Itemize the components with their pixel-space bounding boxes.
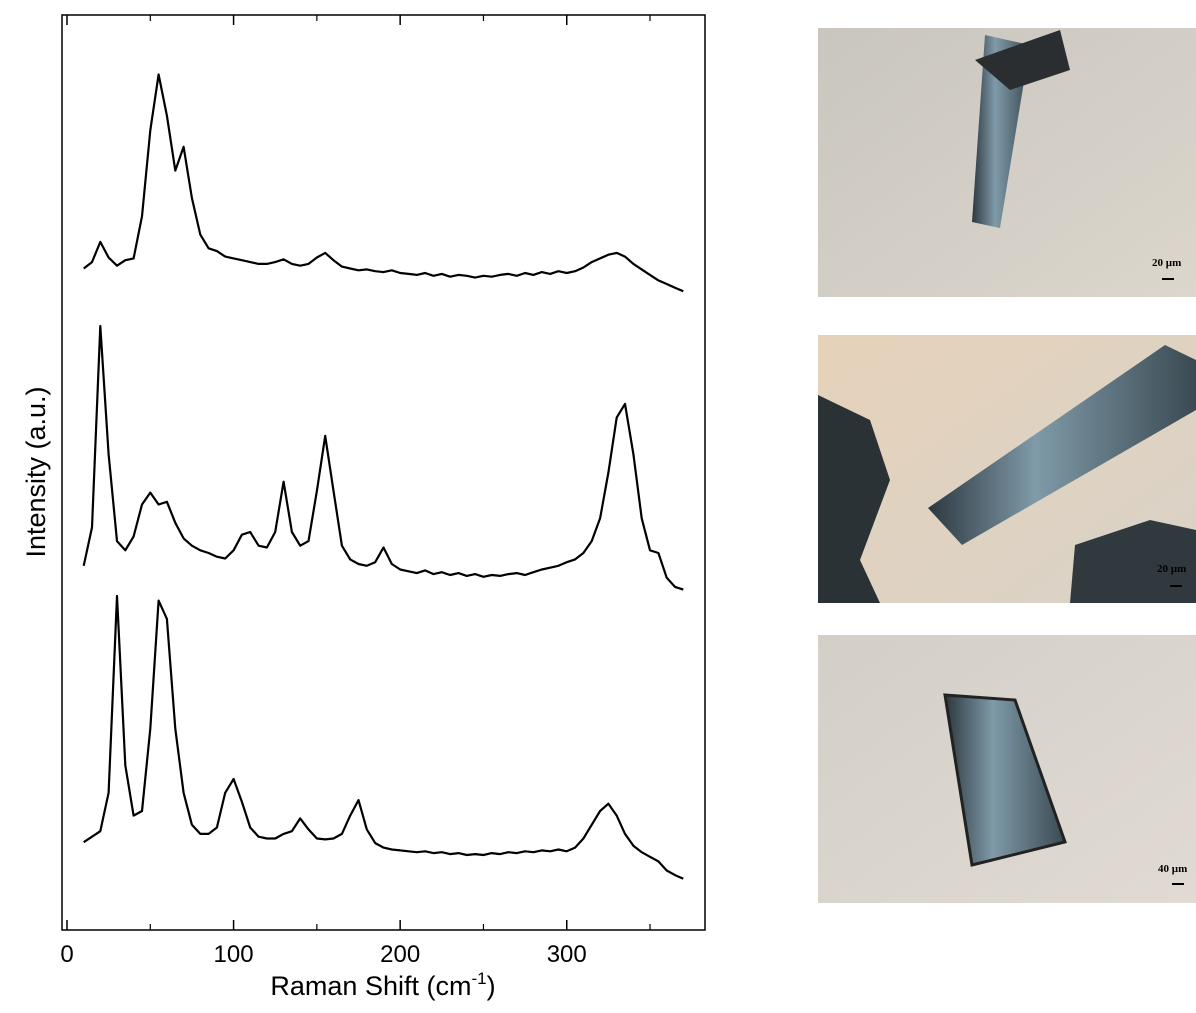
x-tick-label: 100 xyxy=(214,941,254,968)
x-tick-label: 0 xyxy=(60,941,73,968)
spectrum-line xyxy=(82,325,684,591)
micrograph: 40 µm xyxy=(818,635,1196,903)
x-tick-label: 300 xyxy=(547,941,587,968)
x-axis-label-end: ) xyxy=(487,971,496,1001)
x-tick-label: 200 xyxy=(380,941,420,968)
spectrum-line xyxy=(83,594,684,880)
crystal xyxy=(943,693,1067,867)
spectrum-line xyxy=(83,73,684,293)
y-axis-label: Intensity (a.u.) xyxy=(21,386,51,557)
x-axis-label: Raman Shift (cm-1) xyxy=(270,969,495,1001)
crystal xyxy=(1070,520,1196,603)
scale-label: 20 µm xyxy=(1157,563,1186,575)
x-axis-label-sup: -1 xyxy=(471,969,486,988)
scale-label: 20 µm xyxy=(1152,257,1181,269)
x-axis-label-text: Raman Shift (cm xyxy=(270,971,471,1001)
micrograph: 20 µm xyxy=(818,335,1196,603)
micrograph: 20 µm xyxy=(818,28,1196,297)
crystal xyxy=(818,395,890,603)
crystal xyxy=(975,30,1070,90)
crystal xyxy=(928,345,1196,545)
plot-frame xyxy=(61,14,706,931)
scale-label: 40 µm xyxy=(1158,863,1187,875)
